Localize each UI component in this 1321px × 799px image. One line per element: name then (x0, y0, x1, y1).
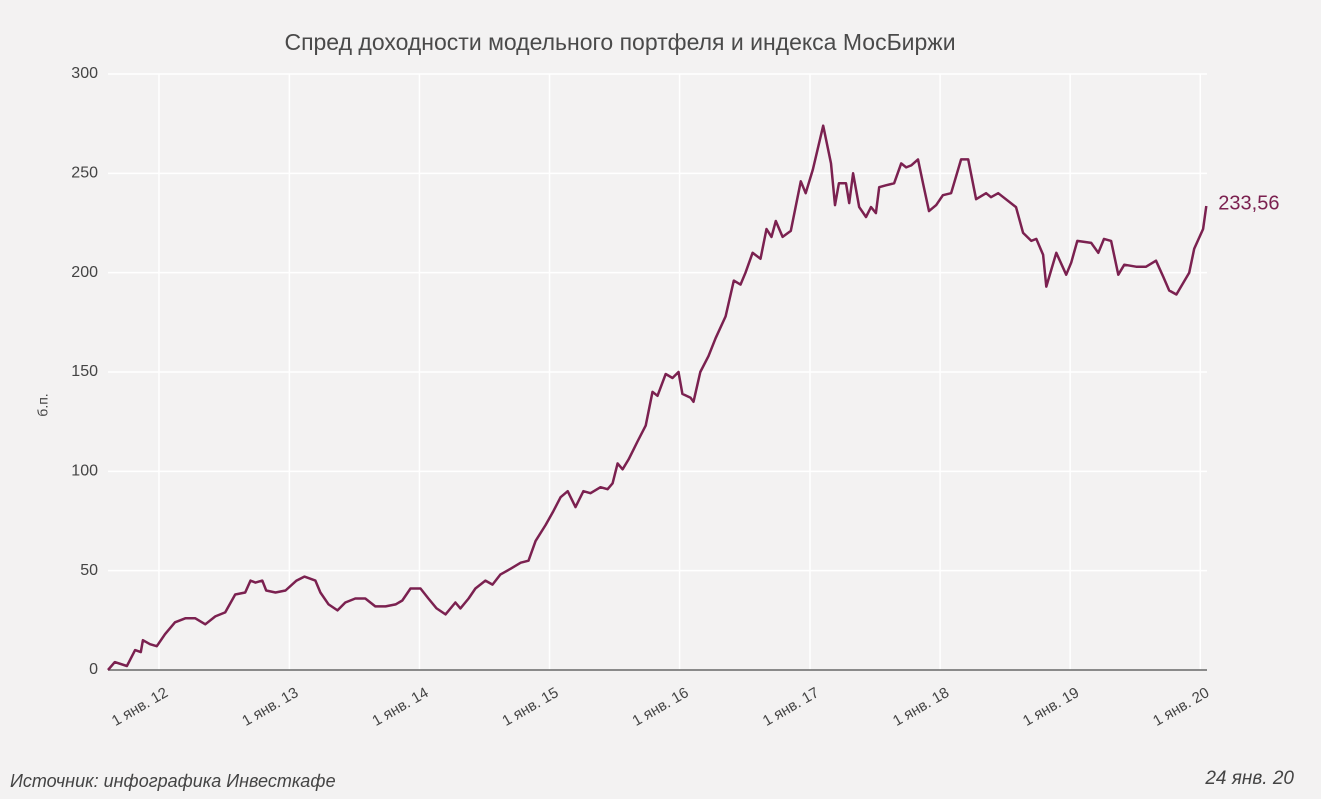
y-tick-label: 50 (80, 562, 98, 579)
chart-title: Спред доходности модельного портфеля и и… (284, 29, 955, 55)
line-series (107, 124, 1208, 671)
source-note: Источник: инфографика Инвесткафе (10, 771, 336, 791)
y-tick-label: 150 (71, 363, 98, 380)
date-note: 24 янв. 20 (1204, 768, 1294, 789)
y-tick-label: 200 (71, 264, 98, 281)
last-value-label: 233,56 (1218, 192, 1279, 214)
y-tick-label: 100 (71, 463, 98, 480)
y-tick-label: 300 (71, 65, 98, 82)
y-axis-label: б.п. (35, 393, 51, 416)
y-tick-label: 0 (89, 661, 98, 678)
y-tick-label: 250 (71, 165, 98, 182)
